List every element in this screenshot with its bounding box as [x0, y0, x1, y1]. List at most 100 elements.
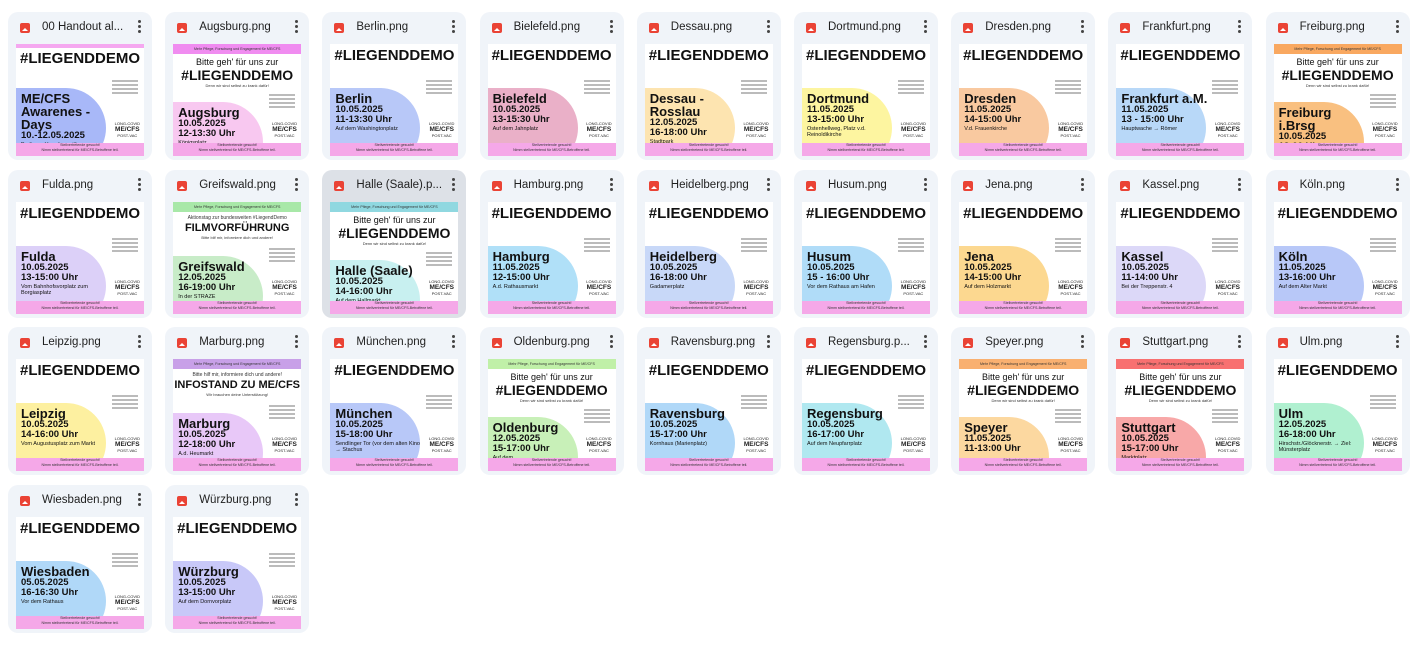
thumbnail[interactable]: #LIEGENDDEMO Würzburg 10.05.2025 13-15:00 U… — [173, 516, 302, 629]
file-card[interactable]: Jena.png #LIEGENDDEMO Jena 10.05.2025 14-15:… — [951, 169, 1096, 318]
file-name[interactable]: Stuttgart.png — [1142, 336, 1209, 348]
file-card[interactable]: Husum.png #LIEGENDDEMO Husum 10.05.2025 15 -… — [794, 169, 938, 318]
file-card[interactable]: Halle (Saale).p... Mehr Pflege, Forschung… — [322, 169, 467, 318]
more-actions-button[interactable] — [1081, 335, 1085, 349]
file-card[interactable]: Leipzig.png #LIEGENDDEMO Leipzig 10.05.2025… — [8, 327, 152, 475]
file-card[interactable]: Kassel.png #LIEGENDDEMO Kassel 10.05.2025 11… — [1108, 169, 1253, 318]
file-card[interactable]: Augsburg.png Mehr Pflege, Forschung und E… — [165, 12, 310, 160]
file-name[interactable]: München.png — [356, 336, 427, 348]
more-actions-button[interactable] — [295, 335, 299, 349]
thumbnail[interactable]: #LIEGENDDEMO Kassel 10.05.2025 11-14:00 Uhr… — [1116, 201, 1245, 314]
file-card[interactable]: Heidelberg.png #LIEGENDDEMO Heidelberg 10.0… — [636, 169, 781, 318]
thumbnail[interactable]: #LIEGENDDEMO München 10.05.2025 15-18:00 Uh… — [330, 359, 459, 471]
more-actions-button[interactable] — [1238, 177, 1242, 192]
file-name[interactable]: Würzburg.png — [199, 493, 272, 506]
file-name[interactable]: Jena.png — [985, 178, 1033, 191]
file-card[interactable]: Ulm.png #LIEGENDDEMO Ulm 12.05.2025 16-18:00… — [1265, 327, 1410, 475]
thumbnail[interactable]: #LIEGENDDEMO ME/CFS Awarenes - Days 10.-12… — [16, 44, 144, 156]
file-name[interactable]: Speyer.png — [985, 336, 1044, 348]
file-card[interactable]: Oldenburg.png Mehr Pflege, Forschung und … — [479, 327, 624, 475]
file-name[interactable]: Augsburg.png — [199, 21, 271, 33]
more-actions-button[interactable] — [1238, 335, 1242, 349]
file-card[interactable]: Köln.png #LIEGENDDEMO Köln 11.05.2025 13-16:… — [1265, 169, 1410, 318]
more-actions-button[interactable] — [1395, 20, 1400, 34]
thumbnail[interactable]: #LIEGENDDEMO Ulm 12.05.2025 16-18:00 Uhr Hir… — [1273, 359, 1402, 471]
more-actions-button[interactable] — [766, 20, 771, 34]
thumbnail[interactable]: #LIEGENDDEMO Frankfurt a.M. 11.05.2025 13 -… — [1116, 44, 1245, 156]
thumbnail[interactable]: Mehr Pflege, Forschung und Engagement fü… — [173, 44, 302, 156]
more-actions-button[interactable] — [452, 335, 456, 349]
more-actions-button[interactable] — [138, 492, 142, 507]
more-actions-button[interactable] — [295, 177, 299, 192]
file-name[interactable]: Halle (Saale).p... — [356, 178, 443, 191]
file-name[interactable]: Oldenburg.png — [513, 336, 590, 348]
more-actions-button[interactable] — [295, 20, 299, 34]
file-card[interactable]: Wiesbaden.png #LIEGENDDEMO Wiesbaden 05.05.… — [8, 484, 152, 633]
thumbnail[interactable]: #LIEGENDDEMO Husum 10.05.2025 15 - 16:00 Uh… — [802, 201, 930, 314]
more-actions-button[interactable] — [1081, 177, 1085, 192]
thumbnail[interactable]: #LIEGENDDEMO Dortmund 11.05.2025 13-15:00 U… — [802, 44, 930, 156]
more-actions-button[interactable] — [766, 335, 771, 349]
file-name[interactable]: Dortmund.png — [828, 21, 901, 33]
more-actions-button[interactable] — [452, 20, 456, 34]
more-actions-button[interactable] — [924, 20, 928, 34]
file-card[interactable]: Bielefeld.png #LIEGENDDEMO Bielefeld 10.05.… — [479, 12, 624, 160]
file-card[interactable]: Dessau.png #LIEGENDDEMO Dessau - Rosslau 12… — [636, 12, 781, 160]
file-name[interactable]: Heidelberg.png — [670, 178, 749, 191]
more-actions-button[interactable] — [295, 492, 299, 507]
more-actions-button[interactable] — [1395, 177, 1400, 192]
file-card[interactable]: Regensburg.p... #LIEGENDDEMO Regensburg 10.… — [794, 327, 938, 475]
thumbnail[interactable]: #LIEGENDDEMO Dessau - Rosslau 12.05.2025 16… — [644, 44, 773, 156]
thumbnail[interactable]: #LIEGENDDEMO Wiesbaden 05.05.2025 16-16:30 … — [16, 516, 144, 629]
thumbnail[interactable]: #LIEGENDDEMO Fulda 10.05.2025 13-15:00 Uhr V… — [16, 201, 144, 314]
file-card[interactable]: Ravensburg.png #LIEGENDDEMO Ravensburg 10.0… — [636, 327, 781, 475]
thumbnail[interactable]: Mehr Pflege, Forschung und Engagement fü… — [1273, 44, 1402, 156]
file-name[interactable]: Leipzig.png — [42, 336, 101, 348]
file-name[interactable]: Fulda.png — [42, 178, 94, 191]
file-card[interactable]: Greifswald.png Mehr Pflege, Forschung und… — [165, 169, 310, 318]
thumbnail[interactable]: Mehr Pflege, Forschung und Engagement fü… — [1116, 359, 1245, 471]
file-name[interactable]: Ravensburg.png — [670, 336, 756, 348]
thumbnail[interactable]: #LIEGENDDEMO Berlin 10.05.2025 11-13:30 Uhr… — [330, 44, 459, 156]
more-actions-button[interactable] — [609, 335, 614, 349]
file-name[interactable]: Wiesbaden.png — [42, 493, 122, 506]
file-name[interactable]: Dresden.png — [985, 21, 1052, 33]
more-actions-button[interactable] — [924, 177, 928, 192]
more-actions-button[interactable] — [1081, 20, 1085, 34]
file-name[interactable]: Husum.png — [828, 178, 887, 191]
file-name[interactable]: Marburg.png — [199, 336, 265, 348]
thumbnail[interactable]: #LIEGENDDEMO Köln 11.05.2025 13-16:00 Uhr Au… — [1273, 201, 1402, 314]
file-name[interactable]: Frankfurt.png — [1142, 21, 1211, 33]
file-card[interactable]: Freiburg.png Mehr Pflege, Forschung und E… — [1265, 12, 1410, 160]
thumbnail[interactable]: Mehr Pflege, Forschung und Engagement fü… — [487, 359, 616, 471]
more-actions-button[interactable] — [1238, 20, 1242, 34]
file-card[interactable]: München.png #LIEGENDDEMO München 10.05.2025… — [322, 327, 467, 475]
file-card[interactable]: Berlin.png #LIEGENDDEMO Berlin 10.05.2025 11… — [322, 12, 467, 160]
file-card[interactable]: Frankfurt.png #LIEGENDDEMO Frankfurt a.M. 1… — [1108, 12, 1253, 160]
file-name[interactable]: Greifswald.png — [199, 178, 276, 191]
file-card[interactable]: Speyer.png Mehr Pflege, Forschung und Eng… — [951, 327, 1096, 475]
more-actions-button[interactable] — [924, 335, 928, 349]
file-name[interactable]: Freiburg.png — [1299, 21, 1365, 33]
thumbnail[interactable]: Mehr Pflege, Forschung und Engagement fü… — [173, 359, 302, 471]
thumbnail[interactable]: #LIEGENDDEMO Jena 10.05.2025 14-15:00 Uhr Au… — [959, 201, 1088, 314]
thumbnail[interactable]: #LIEGENDDEMO Heidelberg 10.05.2025 16-18:00… — [644, 201, 773, 314]
file-name[interactable]: Ulm.png — [1299, 336, 1343, 348]
thumbnail[interactable]: Mehr Pflege, Forschung und Engagement fü… — [330, 201, 459, 314]
more-actions-button[interactable] — [452, 177, 456, 192]
file-card[interactable]: Dresden.png #LIEGENDDEMO Dresden 11.05.2025… — [951, 12, 1096, 160]
more-actions-button[interactable] — [609, 177, 614, 192]
file-card[interactable]: Marburg.png Mehr Pflege, Forschung und En… — [165, 327, 310, 475]
more-actions-button[interactable] — [1395, 335, 1400, 349]
more-actions-button[interactable] — [138, 177, 142, 192]
file-card[interactable]: Stuttgart.png Mehr Pflege, Forschung und … — [1108, 327, 1253, 475]
file-name[interactable]: Berlin.png — [356, 21, 409, 33]
thumbnail[interactable]: #LIEGENDDEMO Dresden 11.05.2025 14-15:00 Uh… — [959, 44, 1088, 156]
file-name[interactable]: Bielefeld.png — [513, 21, 581, 33]
file-name[interactable]: Regensburg.p... — [828, 336, 910, 348]
file-name[interactable]: Kassel.png — [1142, 178, 1200, 191]
thumbnail[interactable]: #LIEGENDDEMO Ravensburg 10.05.2025 15-17:00… — [644, 359, 773, 471]
file-name[interactable]: Hamburg.png — [513, 178, 584, 191]
file-card[interactable]: Dortmund.png #LIEGENDDEMO Dortmund 11.05.20… — [794, 12, 938, 160]
thumbnail[interactable]: Mehr Pflege, Forschung und Engagement fü… — [173, 201, 302, 314]
